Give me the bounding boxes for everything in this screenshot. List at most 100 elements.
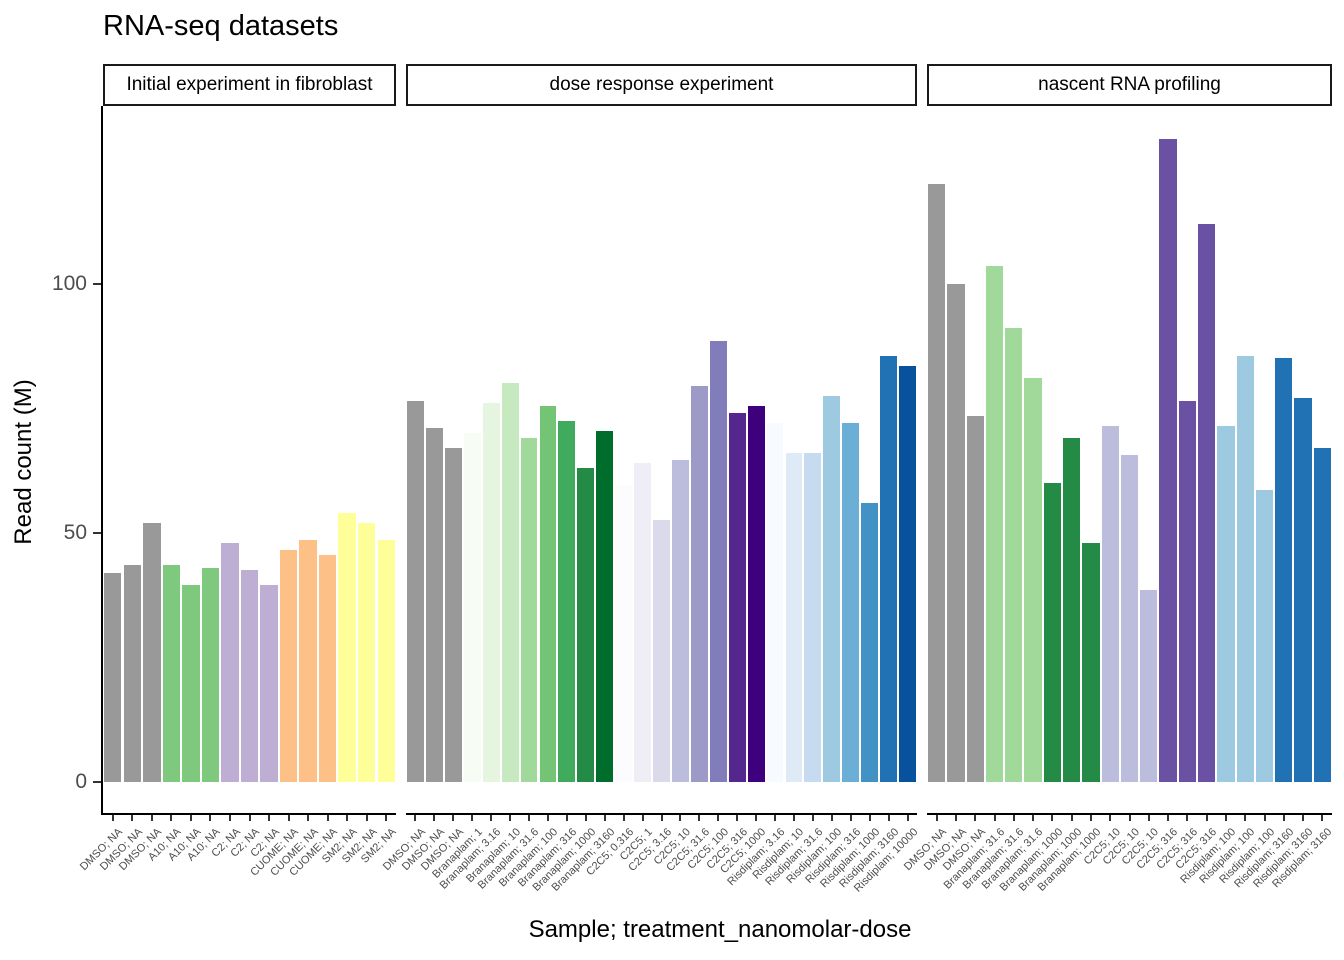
bar	[221, 542, 239, 782]
bar	[804, 452, 822, 782]
bar	[425, 428, 443, 782]
bar	[279, 550, 298, 782]
x-axis-tick	[490, 815, 493, 821]
x-axis-tick	[111, 815, 114, 821]
x-axis-tick	[1167, 815, 1170, 821]
x-axis-tick	[603, 815, 606, 821]
x-axis-tick	[830, 815, 833, 821]
x-axis-tick	[565, 815, 568, 821]
bar	[766, 423, 784, 782]
bar	[899, 365, 916, 782]
x-axis-tick	[287, 815, 290, 821]
x-axis-tick	[228, 815, 231, 821]
bar	[318, 555, 337, 782]
bar	[539, 405, 557, 782]
x-axis-tick	[811, 815, 814, 821]
bar	[1082, 542, 1100, 782]
bar	[1140, 590, 1158, 782]
bar	[1063, 438, 1081, 782]
bar	[377, 540, 395, 782]
bar	[1043, 482, 1061, 782]
bar	[823, 395, 841, 782]
y-axis-tick	[93, 282, 101, 285]
bar	[123, 565, 141, 782]
x-axis-tick	[1321, 815, 1324, 821]
bar	[558, 420, 576, 782]
bar	[1313, 448, 1331, 782]
x-axis-tick	[755, 815, 758, 821]
x-axis-tick	[1282, 815, 1285, 821]
bar	[785, 452, 803, 782]
chart-title: RNA-seq datasets	[103, 10, 339, 42]
x-axis-tick	[1089, 815, 1092, 821]
x-axis-tick	[365, 815, 368, 821]
bar	[880, 355, 898, 782]
bar	[240, 570, 259, 782]
x-axis-tick	[679, 815, 682, 821]
bar	[672, 460, 689, 782]
bar	[966, 415, 984, 782]
x-axis-tick	[1224, 815, 1227, 821]
x-axis-tick	[584, 815, 587, 821]
x-axis-tick	[717, 815, 720, 821]
bar	[596, 430, 614, 782]
bar	[690, 385, 708, 782]
bar	[728, 413, 746, 782]
x-axis-tick	[906, 815, 909, 821]
bar	[201, 567, 220, 782]
x-axis-tick	[1302, 815, 1305, 821]
x-axis-tick	[248, 815, 251, 821]
bar	[928, 183, 946, 782]
x-axis-tick	[131, 815, 134, 821]
x-axis-tick	[150, 815, 153, 821]
x-axis-line	[406, 813, 917, 815]
x-axis-tick	[189, 815, 192, 821]
bar	[577, 467, 595, 782]
x-axis-tick	[209, 815, 212, 821]
x-axis-tick	[385, 815, 388, 821]
x-axis-tick	[954, 815, 957, 821]
bar	[1275, 358, 1293, 782]
bar	[747, 405, 765, 782]
x-axis-tick	[528, 815, 531, 821]
x-axis-tick	[471, 815, 474, 821]
x-axis-tick	[509, 815, 512, 821]
facet-strip-label: dose response experiment	[549, 74, 774, 95]
bar	[1178, 400, 1196, 782]
facet-strip-label: Initial experiment in fibroblast	[126, 74, 373, 95]
bar	[1159, 138, 1177, 782]
facet-strip-label: nascent RNA profiling	[1038, 74, 1221, 95]
y-axis-tick	[93, 531, 101, 534]
x-axis-tick	[1186, 815, 1189, 821]
bar	[338, 512, 356, 782]
facet-strip: Initial experiment in fibroblast	[103, 64, 396, 106]
bar	[1294, 398, 1312, 782]
y-axis-tick-label: 100	[51, 271, 87, 295]
bar	[407, 400, 424, 782]
x-axis-tick	[326, 815, 329, 821]
bar	[1198, 223, 1216, 782]
x-axis-tick	[1263, 815, 1266, 821]
bar	[358, 522, 376, 782]
x-axis-title: Sample; treatment_nanomolar-dose	[528, 916, 912, 943]
x-axis-tick	[641, 815, 644, 821]
x-axis-tick	[935, 815, 938, 821]
x-axis-tick	[452, 815, 455, 821]
x-axis-tick	[1109, 815, 1112, 821]
x-axis-tick	[1032, 815, 1035, 821]
x-axis-tick	[849, 815, 852, 821]
x-axis-tick	[170, 815, 173, 821]
x-axis-tick	[792, 815, 795, 821]
facet-strip: dose response experiment	[406, 64, 917, 106]
x-axis-tick	[433, 815, 436, 821]
x-axis-tick	[1051, 815, 1054, 821]
x-axis-tick	[974, 815, 977, 821]
x-axis-tick	[307, 815, 310, 821]
x-axis-tick	[1147, 815, 1150, 821]
bar	[501, 383, 519, 782]
bar	[1024, 378, 1042, 782]
x-axis-line	[927, 813, 1332, 815]
y-axis-line	[101, 106, 103, 815]
bar	[463, 433, 481, 782]
x-axis-tick	[887, 815, 890, 821]
